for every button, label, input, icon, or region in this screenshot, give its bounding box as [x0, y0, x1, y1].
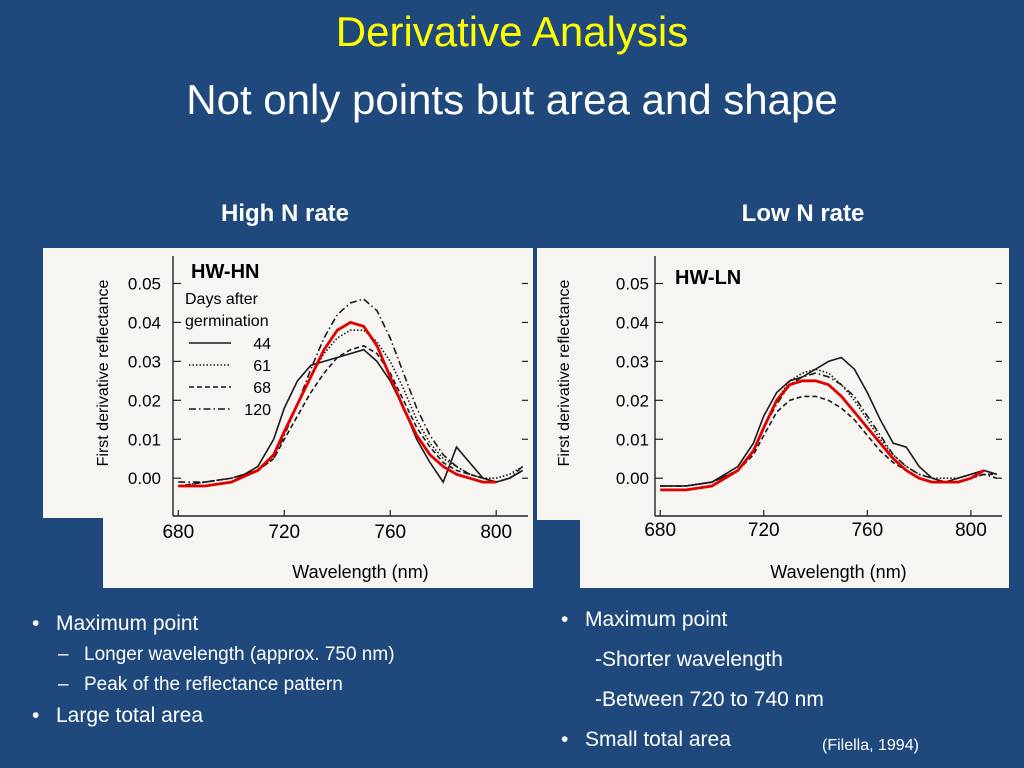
- high-n-chart: 0.05 0.04 0.03 0.02 0.01 0.00 680 720 760 800 Firs…: [95, 256, 528, 582]
- series-line-44: [178, 348, 524, 487]
- x-tick-label: 680: [644, 520, 676, 541]
- series-line-61: [660, 368, 998, 487]
- y-tick-label: 0.01: [128, 430, 161, 449]
- x-tick-label: 760: [851, 520, 883, 541]
- x-tick-label: 720: [268, 522, 300, 543]
- highlight-curve: [178, 320, 497, 488]
- x-tick-label: 800: [480, 522, 512, 543]
- y-tick-label: 0.02: [616, 391, 649, 410]
- chart-title: HW-LN: [675, 267, 741, 289]
- series-line-68: [660, 395, 997, 487]
- y-tick-label: 0.00: [616, 469, 649, 488]
- y-tick-label: 0.04: [616, 313, 649, 332]
- x-tick-label: 680: [162, 522, 194, 543]
- legend-title: germination: [185, 313, 269, 330]
- y-tick-label: 0.01: [616, 430, 649, 449]
- legend-label: 68: [253, 380, 271, 397]
- list-item: Maximum point: [26, 608, 516, 640]
- legend-label: 61: [253, 358, 271, 375]
- citation: (Filella, 1994): [822, 737, 919, 754]
- list-item: -Between 720 to 740 nm: [595, 688, 824, 711]
- y-tick-label: 0.05: [128, 274, 161, 293]
- y-tick-label: 0.02: [128, 391, 161, 410]
- list-item: Maximum point: [555, 600, 975, 640]
- y-tick-label: 0.04: [128, 313, 161, 332]
- left-bullet-list: Maximum point Longer wavelength (approx.…: [26, 608, 516, 732]
- series-line-120: [660, 372, 998, 487]
- left-heading: High N rate: [220, 200, 349, 227]
- legend-label: 44: [253, 336, 271, 353]
- y-tick-label: 0.00: [128, 469, 161, 488]
- list-item: Small total area: [555, 720, 975, 760]
- list-item: Longer wavelength (approx. 750 nm): [26, 640, 516, 670]
- y-tick-label: 0.03: [616, 352, 649, 371]
- series-line-120: [178, 298, 524, 483]
- legend-title: Days after: [185, 291, 259, 308]
- legend-label: 120: [244, 402, 271, 419]
- x-axis-label: Wavelength (nm): [770, 562, 906, 582]
- x-tick-label: 720: [748, 520, 780, 541]
- slide-subtitle: Not only points but area and shape: [186, 76, 838, 123]
- x-axis-label: Wavelength (nm): [292, 562, 428, 582]
- right-chart-panel-top: [537, 248, 1009, 520]
- right-bullet-list: Maximum point -Shorter wavelength -Betwe…: [555, 600, 975, 760]
- chart-title: HW-HN: [191, 261, 259, 283]
- y-axis-label: First derivative reflectance: [556, 280, 573, 467]
- y-tick-label: 0.05: [616, 274, 649, 293]
- x-tick-label: 760: [374, 522, 406, 543]
- right-heading: Low N rate: [741, 200, 865, 227]
- slide-title: Derivative Analysis: [335, 8, 689, 55]
- y-axis-label: First derivative reflectance: [95, 280, 112, 467]
- list-item: Large total area: [26, 700, 516, 732]
- list-item: Peak of the reflectance pattern: [26, 670, 516, 700]
- x-tick-label: 800: [955, 520, 987, 541]
- left-chart-panel-bottom: [103, 500, 533, 588]
- y-tick-label: 0.03: [128, 352, 161, 371]
- highlight-curve: [660, 379, 985, 492]
- low-n-chart: 0.05 0.04 0.03 0.02 0.01 0.00 680 720 760 800 Firs…: [556, 256, 1002, 582]
- left-chart-panel-top: [43, 248, 533, 518]
- right-chart-panel-bottom: [580, 500, 1009, 588]
- list-item: -Shorter wavelength: [595, 648, 783, 671]
